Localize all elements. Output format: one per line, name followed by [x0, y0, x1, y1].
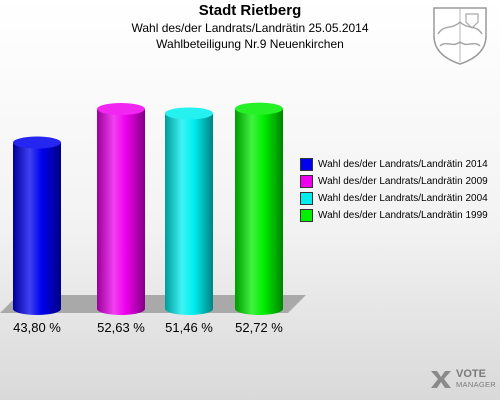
- bar-top-2014: [13, 136, 61, 149]
- chart-title: Stadt Rietberg: [198, 2, 302, 19]
- chart-legend: Wahl des/der Landrats/Landrätin 2014 Wah…: [300, 156, 488, 224]
- value-label-2009: 52,63 %: [97, 320, 145, 335]
- bar-body-2014: [13, 142, 61, 315]
- value-label-2004: 51,46 %: [165, 320, 213, 335]
- legend-label-2014: Wahl des/der Landrats/Landrätin 2014: [318, 159, 488, 170]
- legend-swatch-2004: [300, 192, 313, 205]
- bar-2009: [97, 103, 145, 315]
- value-label-2014: 43,80 %: [13, 320, 61, 335]
- legend-label-2009: Wahl des/der Landrats/Landrätin 2009: [318, 176, 488, 187]
- coat-of-arms-icon: [433, 7, 487, 65]
- legend-item-2009: Wahl des/der Landrats/Landrätin 2009: [300, 173, 488, 190]
- bar-body-1999: [235, 108, 283, 315]
- vote-manager-logo-line2: MANAGER: [456, 380, 497, 389]
- legend-label-2004: Wahl des/der Landrats/Landrätin 2004: [318, 193, 488, 204]
- bar-top-1999: [235, 102, 283, 115]
- bar-2014: [13, 136, 61, 315]
- legend-label-1999: Wahl des/der Landrats/Landrätin 1999: [318, 210, 488, 221]
- legend-item-1999: Wahl des/der Landrats/Landrätin 1999: [300, 207, 488, 224]
- legend-swatch-1999: [300, 209, 313, 222]
- bar-body-2009: [97, 109, 145, 315]
- bar-1999: [235, 102, 283, 315]
- bar-body-2004: [165, 113, 213, 316]
- chart-floor: [0, 295, 306, 313]
- legend-swatch-2009: [300, 175, 313, 188]
- vote-manager-x-icon: [431, 371, 451, 388]
- vote-manager-logo-line1: VOTE: [456, 368, 486, 380]
- chart-subtitle-district: Wahlbeteiligung Nr.9 Neuenkirchen: [156, 37, 344, 51]
- legend-swatch-2014: [300, 158, 313, 171]
- vote-manager-logo: VOTE MANAGER: [428, 366, 496, 392]
- bar-2004: [165, 107, 213, 316]
- chart-header: Stadt Rietberg Wahl des/der Landrats/Lan…: [0, 2, 500, 52]
- bar-top-2004: [165, 107, 213, 120]
- value-label-1999: 52,72 %: [235, 320, 283, 335]
- chart-subtitle-election: Wahl des/der Landrats/Landrätin 25.05.20…: [131, 21, 369, 35]
- bar-top-2009: [97, 103, 145, 116]
- legend-item-2014: Wahl des/der Landrats/Landrätin 2014: [300, 156, 488, 173]
- legend-item-2004: Wahl des/der Landrats/Landrätin 2004: [300, 190, 488, 207]
